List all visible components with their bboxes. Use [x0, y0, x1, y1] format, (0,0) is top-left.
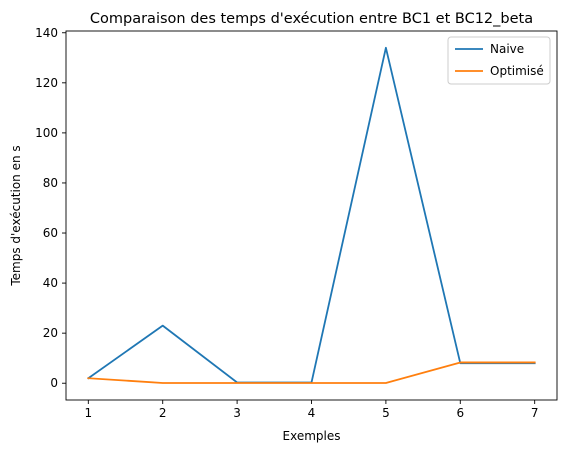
x-tick-label: 2	[159, 406, 167, 420]
x-tick-label: 1	[84, 406, 92, 420]
y-tick-label: 80	[43, 176, 58, 190]
legend-label: Optimisé	[490, 64, 544, 78]
x-tick-label: 7	[531, 406, 539, 420]
x-tick-label: 3	[233, 406, 241, 420]
x-tick-label: 4	[308, 406, 316, 420]
axes: 1 2 3 4 5 6 7 0 20 40 60 80 100 120 140	[35, 26, 558, 420]
x-axis-title: Exemples	[283, 429, 341, 443]
legend-label: Naive	[490, 42, 524, 56]
y-tick-label: 140	[35, 26, 58, 40]
x-tick-label: 5	[382, 406, 390, 420]
legend: Naive Optimisé	[447, 36, 551, 85]
y-tick-label: 40	[43, 276, 58, 290]
y-tick-label: 60	[43, 226, 58, 240]
chart-title: Comparaison des temps d'exécution entre …	[90, 11, 533, 27]
series-line-optimise	[87, 361, 536, 384]
x-tick-label: 6	[456, 406, 464, 420]
y-tick-label: 0	[50, 376, 58, 390]
plot-area	[87, 46, 536, 384]
y-tick-label: 120	[35, 76, 58, 90]
y-tick-label: 100	[35, 126, 58, 140]
y-tick-label: 20	[43, 326, 58, 340]
y-axis-title: Temps d'exécution en s	[9, 145, 23, 286]
